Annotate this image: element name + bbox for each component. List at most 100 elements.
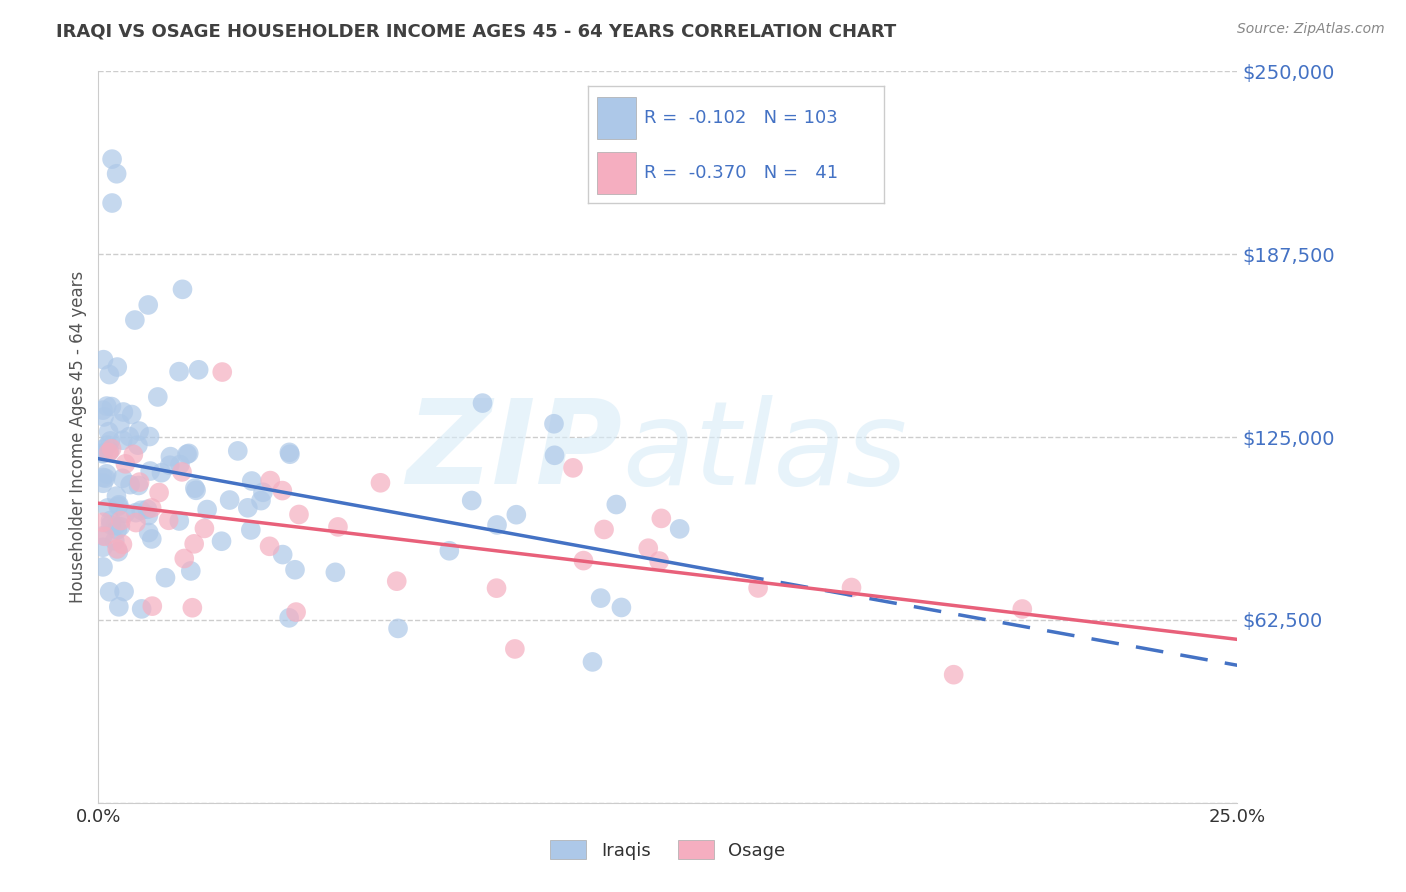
- Point: [100, 442, 122, 456]
- Point: [170, 465, 193, 479]
- Point: [146, 390, 169, 404]
- Point: [326, 520, 349, 534]
- Point: [157, 513, 180, 527]
- Point: [486, 518, 509, 533]
- Point: [252, 485, 274, 500]
- Point: [136, 502, 159, 516]
- Text: Source: ZipAtlas.com: Source: ZipAtlas.com: [1237, 22, 1385, 37]
- Point: [176, 447, 198, 461]
- Point: [543, 448, 565, 462]
- Point: [97, 425, 120, 439]
- Point: [98, 584, 121, 599]
- Point: [101, 196, 124, 211]
- Point: [271, 483, 294, 498]
- Point: [589, 591, 612, 606]
- Point: [637, 541, 659, 556]
- Point: [211, 534, 233, 549]
- Point: [278, 445, 301, 459]
- Point: [107, 500, 129, 514]
- Point: [138, 525, 160, 540]
- Point: [841, 581, 863, 595]
- Point: [105, 541, 128, 556]
- Point: [278, 611, 301, 625]
- Point: [107, 498, 129, 512]
- Point: [93, 352, 115, 367]
- Point: [98, 434, 121, 448]
- Point: [105, 359, 128, 374]
- Point: [172, 282, 194, 296]
- Point: [97, 438, 120, 452]
- Point: [105, 489, 128, 503]
- Point: [505, 508, 527, 522]
- Point: [105, 167, 128, 181]
- Point: [114, 457, 136, 471]
- Point: [97, 500, 120, 515]
- Point: [118, 429, 141, 443]
- Point: [121, 408, 143, 422]
- Point: [159, 450, 181, 464]
- Point: [581, 655, 603, 669]
- Point: [110, 519, 132, 533]
- Point: [169, 514, 191, 528]
- Point: [91, 476, 114, 491]
- Point: [100, 400, 122, 414]
- Point: [181, 600, 204, 615]
- Text: IRAQI VS OSAGE HOUSEHOLDER INCOME AGES 45 - 64 YEARS CORRELATION CHART: IRAQI VS OSAGE HOUSEHOLDER INCOME AGES 4…: [56, 22, 897, 40]
- Point: [285, 605, 308, 619]
- Point: [114, 506, 136, 520]
- Point: [91, 529, 114, 543]
- Point: [648, 554, 671, 568]
- Point: [288, 508, 311, 522]
- Point: [141, 532, 163, 546]
- Legend: Iraqis, Osage: Iraqis, Osage: [543, 833, 793, 867]
- Point: [148, 485, 170, 500]
- Point: [605, 498, 627, 512]
- Point: [180, 564, 202, 578]
- Point: [127, 438, 149, 452]
- Point: [100, 517, 122, 532]
- Point: [96, 467, 118, 481]
- Point: [93, 529, 115, 543]
- Point: [236, 500, 259, 515]
- Point: [572, 553, 595, 567]
- Point: [1011, 602, 1033, 616]
- Point: [139, 464, 162, 478]
- Point: [105, 523, 128, 537]
- Point: [128, 478, 150, 492]
- Point: [136, 508, 159, 523]
- Point: [128, 424, 150, 438]
- Point: [111, 471, 134, 485]
- Point: [650, 511, 672, 525]
- Point: [100, 513, 122, 527]
- Point: [385, 574, 408, 589]
- Point: [218, 493, 240, 508]
- Point: [108, 417, 131, 431]
- Point: [91, 560, 114, 574]
- Point: [108, 599, 131, 614]
- Text: ZIP: ZIP: [406, 394, 623, 509]
- Point: [173, 551, 195, 566]
- Point: [668, 522, 690, 536]
- Point: [211, 365, 233, 379]
- Point: [112, 584, 135, 599]
- Point: [111, 537, 134, 551]
- Point: [169, 458, 191, 472]
- Point: [610, 600, 633, 615]
- Point: [183, 537, 205, 551]
- Point: [128, 475, 150, 489]
- Point: [747, 581, 769, 595]
- Point: [141, 599, 163, 614]
- Text: atlas: atlas: [623, 394, 907, 508]
- Point: [131, 602, 153, 616]
- Point: [325, 566, 347, 580]
- Point: [129, 503, 152, 517]
- Point: [120, 477, 142, 491]
- Point: [187, 363, 209, 377]
- Point: [387, 621, 409, 635]
- Point: [503, 642, 526, 657]
- Point: [91, 446, 114, 460]
- Point: [239, 523, 262, 537]
- Point: [284, 563, 307, 577]
- Point: [167, 365, 190, 379]
- Point: [110, 514, 132, 528]
